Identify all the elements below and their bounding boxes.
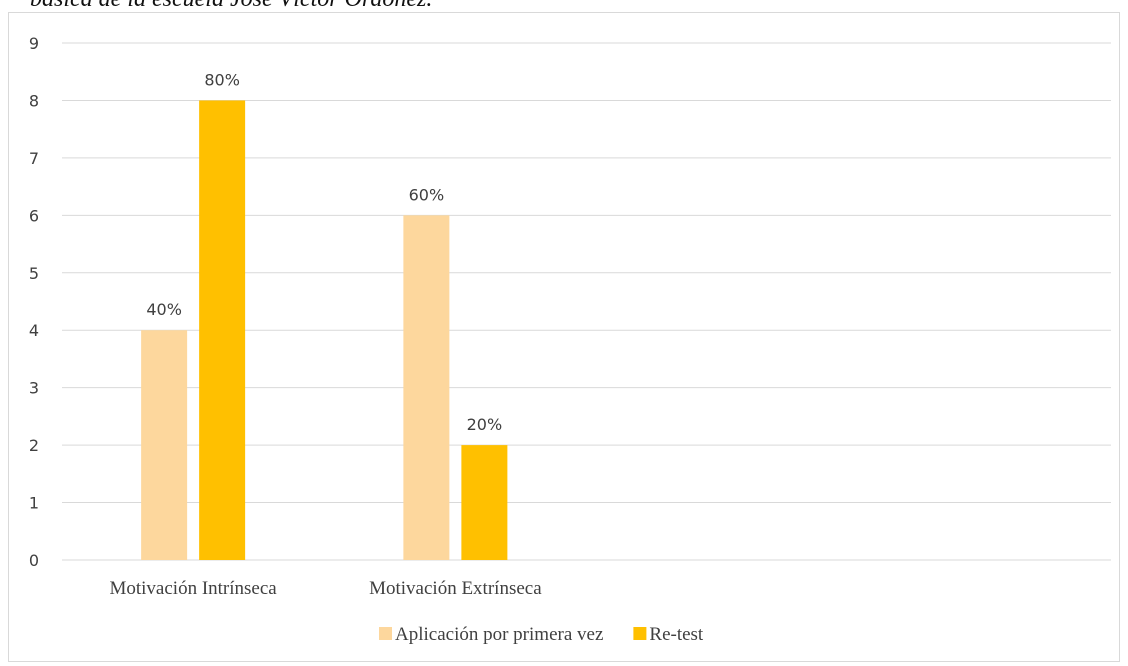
legend-label: Aplicación por primera vez [395, 624, 603, 645]
y-tick-label: 1 [29, 494, 39, 513]
y-tick-label: 3 [29, 379, 39, 398]
bar [461, 445, 508, 560]
bar [403, 215, 450, 561]
legend: Aplicación por primera vez Re-test [379, 624, 704, 645]
y-tick-label: 7 [29, 149, 39, 168]
y-tick-label: 0 [29, 551, 39, 570]
x-category-label: Motivación Intrínseca [109, 578, 277, 599]
data-labels: 40% 80% 60% 20% [146, 70, 502, 434]
bar-series [141, 100, 508, 561]
data-label: 40% [146, 300, 182, 319]
chart-frame: 0 1 2 3 4 5 6 7 8 9 40% 80% 60% 20% Motivación Intrí… [8, 12, 1120, 662]
data-label: 80% [204, 70, 240, 89]
chart-caption: básica de la escuela José Víctor Ordóñez… [30, 0, 432, 13]
y-tick-label: 4 [29, 321, 39, 340]
legend-label: Re-test [649, 624, 704, 645]
legend-swatch [633, 627, 647, 640]
x-axis-categories: Motivación Intrínseca Motivación Extrínse… [109, 578, 542, 599]
x-category-label: Motivación Extrínseca [369, 578, 542, 599]
y-tick-label: 5 [29, 264, 39, 283]
y-tick-label: 8 [29, 91, 39, 110]
bar [141, 330, 188, 560]
bar [199, 100, 246, 560]
data-label: 20% [467, 415, 503, 434]
bar-chart: 0 1 2 3 4 5 6 7 8 9 40% 80% 60% 20% Motivación Intrí… [29, 34, 1111, 645]
y-tick-label: 6 [29, 206, 39, 225]
y-tick-label: 9 [29, 34, 39, 53]
legend-swatch [379, 627, 392, 640]
y-axis-ticks: 0 1 2 3 4 5 6 7 8 9 [29, 34, 39, 570]
data-label: 60% [409, 185, 445, 204]
y-tick-label: 2 [29, 436, 39, 455]
